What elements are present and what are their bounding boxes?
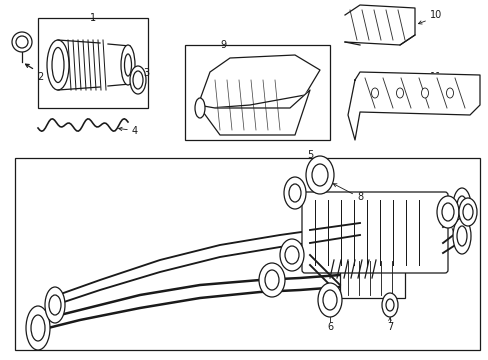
Ellipse shape xyxy=(133,71,142,89)
Ellipse shape xyxy=(280,239,304,271)
Bar xyxy=(15,158,479,350)
Text: 9: 9 xyxy=(220,40,225,50)
Ellipse shape xyxy=(441,203,453,221)
Ellipse shape xyxy=(45,287,65,323)
Text: 7: 7 xyxy=(386,322,392,332)
FancyBboxPatch shape xyxy=(302,192,447,273)
Ellipse shape xyxy=(52,48,64,82)
Ellipse shape xyxy=(130,66,146,94)
Ellipse shape xyxy=(452,218,470,254)
Ellipse shape xyxy=(124,54,131,76)
Polygon shape xyxy=(198,90,309,135)
Text: 10: 10 xyxy=(429,10,441,20)
Ellipse shape xyxy=(47,40,69,90)
Ellipse shape xyxy=(456,196,466,216)
Ellipse shape xyxy=(12,32,32,52)
Ellipse shape xyxy=(288,184,301,202)
Ellipse shape xyxy=(285,246,298,264)
Ellipse shape xyxy=(121,45,135,85)
Ellipse shape xyxy=(49,295,61,315)
Bar xyxy=(184,45,329,140)
Ellipse shape xyxy=(26,306,50,350)
Ellipse shape xyxy=(371,88,378,98)
Ellipse shape xyxy=(311,164,327,186)
Text: 8: 8 xyxy=(356,192,363,202)
Ellipse shape xyxy=(456,226,466,246)
Ellipse shape xyxy=(31,315,45,341)
Ellipse shape xyxy=(305,156,333,194)
Bar xyxy=(339,258,404,298)
Text: 4: 4 xyxy=(132,126,138,136)
Ellipse shape xyxy=(259,263,285,297)
Ellipse shape xyxy=(436,196,458,228)
Text: 1: 1 xyxy=(90,13,96,23)
Ellipse shape xyxy=(458,198,476,226)
Polygon shape xyxy=(198,55,319,108)
Ellipse shape xyxy=(264,270,279,290)
Polygon shape xyxy=(345,5,414,45)
Ellipse shape xyxy=(446,88,452,98)
Text: 2: 2 xyxy=(37,72,43,82)
Ellipse shape xyxy=(385,299,393,311)
Ellipse shape xyxy=(462,204,472,220)
Polygon shape xyxy=(347,72,479,140)
Ellipse shape xyxy=(317,283,341,317)
Ellipse shape xyxy=(396,88,403,98)
Text: 6: 6 xyxy=(326,322,332,332)
Ellipse shape xyxy=(452,188,470,224)
Ellipse shape xyxy=(16,36,28,48)
Ellipse shape xyxy=(284,177,305,209)
Text: 8: 8 xyxy=(454,233,460,243)
Bar xyxy=(38,18,148,108)
Text: 3: 3 xyxy=(142,68,149,78)
Ellipse shape xyxy=(381,293,397,317)
Text: 5: 5 xyxy=(306,150,312,160)
Ellipse shape xyxy=(195,98,204,118)
Text: 11: 11 xyxy=(429,72,441,82)
Ellipse shape xyxy=(323,290,336,310)
Ellipse shape xyxy=(421,88,427,98)
